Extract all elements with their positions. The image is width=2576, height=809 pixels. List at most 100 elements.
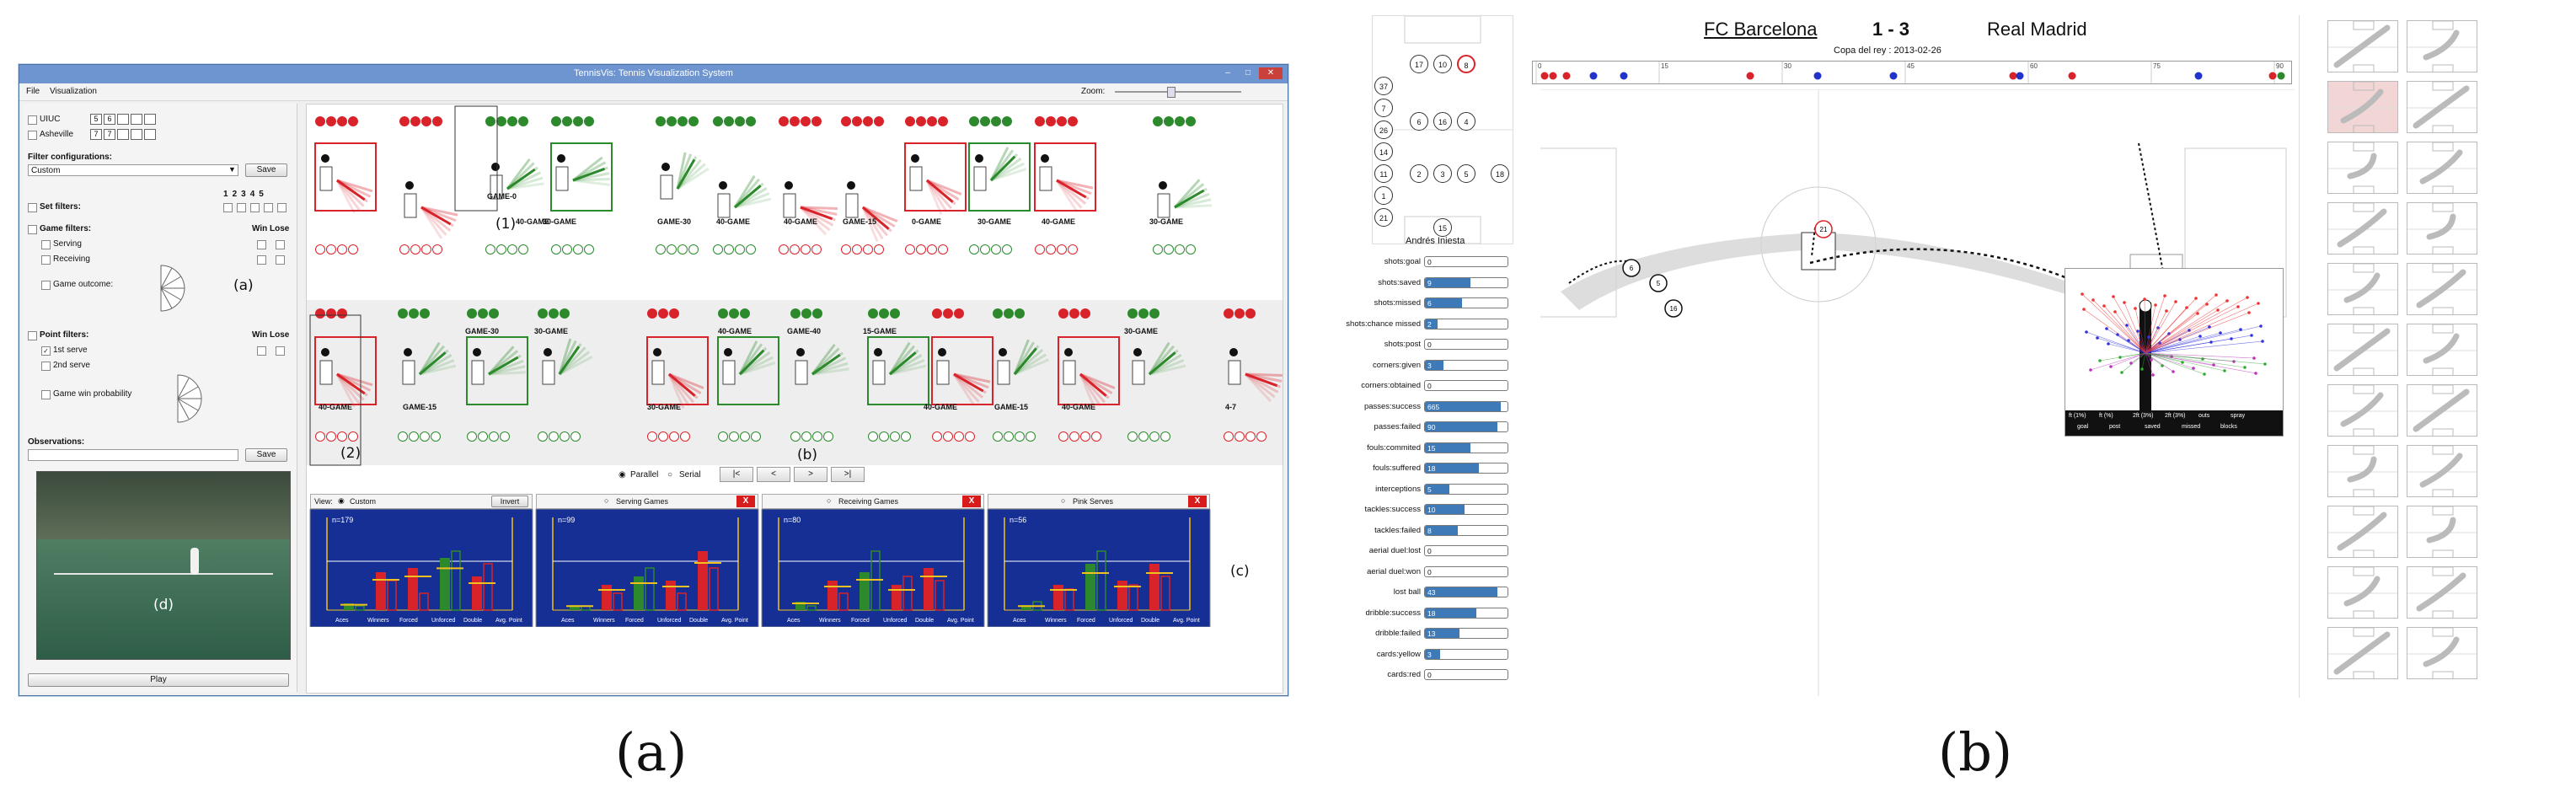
set5-checkbox[interactable]	[277, 203, 287, 212]
formation-player[interactable]: 10	[1433, 55, 1452, 73]
stat-bar[interactable]: 665	[1424, 400, 1508, 412]
play-thumbnail[interactable]	[2327, 324, 2398, 376]
formation-player[interactable]: 6	[1410, 112, 1428, 131]
play-thumbnail[interactable]	[2407, 20, 2477, 72]
first-serve-checkbox[interactable]: ✓	[41, 346, 51, 356]
formation-bench[interactable]: 11	[1374, 164, 1393, 183]
play-thumbnail[interactable]	[2407, 324, 2477, 376]
formation-player-selected[interactable]: 8	[1457, 55, 1475, 73]
play-thumbnail[interactable]	[2407, 384, 2477, 437]
save-config-button[interactable]: Save	[245, 163, 287, 177]
stat-bar[interactable]: 0	[1424, 669, 1508, 680]
maximize-icon[interactable]: □	[1245, 68, 1251, 78]
nav-first-button[interactable]: |<	[720, 467, 753, 482]
stat-bar[interactable]: 18	[1424, 607, 1508, 619]
set4-checkbox[interactable]	[264, 203, 273, 212]
stat-bar[interactable]: 0	[1424, 339, 1508, 350]
play-thumbnail[interactable]	[2327, 445, 2398, 497]
games-canvas[interactable]	[307, 104, 1283, 492]
stat-bar[interactable]: 15	[1424, 442, 1508, 453]
serving-win-checkbox[interactable]	[257, 240, 266, 249]
play-thumbnail[interactable]	[2407, 142, 2477, 194]
formation-player[interactable]: 3	[1433, 164, 1452, 183]
close-receiving-view-button[interactable]: X	[962, 496, 981, 507]
receiving-checkbox[interactable]	[41, 255, 51, 265]
parallel-radio[interactable]: ◉	[619, 470, 626, 480]
stat-bar[interactable]: 13	[1424, 628, 1508, 639]
formation-bench[interactable]: 14	[1374, 142, 1393, 161]
formation-player[interactable]: 17	[1410, 55, 1428, 73]
set-filters-checkbox[interactable]	[28, 203, 37, 212]
menu-file[interactable]: File	[26, 87, 40, 96]
formation-player[interactable]: 4	[1457, 112, 1475, 131]
formation-bench[interactable]: 21	[1374, 208, 1393, 227]
play-thumbnail[interactable]	[2407, 81, 2477, 133]
formation-bench[interactable]: 7	[1374, 99, 1393, 117]
play-thumbnail[interactable]	[2407, 566, 2477, 619]
receiving-win-checkbox[interactable]	[257, 255, 266, 265]
stat-bar[interactable]: 0	[1424, 256, 1508, 267]
formation-player[interactable]: 16	[1433, 112, 1452, 131]
play-button[interactable]: Play	[28, 673, 289, 687]
first-serve-lose-checkbox[interactable]	[276, 346, 285, 356]
close-icon[interactable]: ✕	[1259, 67, 1283, 79]
play-thumbnail[interactable]	[2327, 202, 2398, 254]
stat-bar[interactable]: 18	[1424, 463, 1508, 474]
stat-bar[interactable]: 43	[1424, 587, 1508, 597]
match-timeline[interactable]: 0 15 30 45 60 75 90	[1532, 61, 2292, 84]
stat-bar[interactable]: 2	[1424, 318, 1508, 329]
menu-visualization[interactable]: Visualization	[50, 87, 97, 96]
formation-player[interactable]: 2	[1410, 164, 1428, 183]
play-thumbnail[interactable]	[2327, 81, 2398, 133]
formation-player[interactable]: 18	[1491, 164, 1509, 183]
stat-bar[interactable]: 3	[1424, 359, 1508, 371]
stat-bar[interactable]: 90	[1424, 421, 1508, 432]
play-thumbnail[interactable]	[2327, 566, 2398, 619]
set1-checkbox[interactable]	[223, 203, 233, 212]
play-thumbnail[interactable]	[2407, 627, 2477, 679]
game-filters-checkbox[interactable]	[28, 225, 37, 234]
game-outcome-fan[interactable]	[158, 264, 208, 313]
player1-checkbox[interactable]	[28, 115, 37, 125]
stat-bar[interactable]: 5	[1424, 483, 1508, 495]
close-serving-view-button[interactable]: X	[736, 496, 755, 507]
serving-lose-checkbox[interactable]	[276, 240, 285, 249]
stat-bar[interactable]: 10	[1424, 504, 1508, 515]
chevron-down-icon[interactable]: ▼	[228, 165, 236, 174]
match-video[interactable]: (d)	[36, 471, 291, 660]
play-thumbnail[interactable]	[2327, 384, 2398, 437]
stat-bar[interactable]: 9	[1424, 276, 1508, 288]
formation-bench[interactable]: 26	[1374, 121, 1393, 139]
stat-bar[interactable]: 0	[1424, 565, 1508, 577]
receiving-radio[interactable]: ○	[827, 496, 832, 505]
invert-button[interactable]: Invert	[491, 496, 528, 507]
play-thumbnail[interactable]	[2327, 142, 2398, 194]
point-filters-checkbox[interactable]	[28, 331, 37, 340]
stat-bar[interactable]: 3	[1424, 648, 1508, 660]
minimize-icon[interactable]: –	[1225, 68, 1230, 78]
stat-bar[interactable]: 6	[1424, 297, 1508, 308]
nav-next-button[interactable]: >	[794, 467, 827, 482]
play-thumbnail[interactable]	[2407, 506, 2477, 558]
shot-map[interactable]: ft (1%) ft (%) 2ft (3%) 2ft (3%) outs sp…	[2065, 268, 2284, 437]
save-observation-button[interactable]: Save	[245, 448, 287, 462]
zoom-slider-handle[interactable]	[1167, 87, 1176, 98]
formation-goalkeeper[interactable]: 15	[1433, 218, 1452, 237]
game-win-prob-checkbox[interactable]	[41, 390, 51, 399]
serial-radio[interactable]: ○	[667, 470, 673, 480]
play-thumbnail[interactable]	[2327, 506, 2398, 558]
win-prob-fan[interactable]	[174, 373, 225, 424]
play-thumbnail[interactable]	[2407, 263, 2477, 315]
nav-prev-button[interactable]: <	[757, 467, 790, 482]
stat-bar[interactable]: 0	[1424, 380, 1508, 391]
serving-checkbox[interactable]	[41, 240, 51, 249]
close-pink-view-button[interactable]: X	[1188, 496, 1207, 507]
formation-player[interactable]: 5	[1457, 164, 1475, 183]
serving-radio[interactable]: ○	[604, 496, 609, 505]
play-thumbnail[interactable]	[2327, 20, 2398, 72]
game-outcome-checkbox[interactable]	[41, 281, 51, 290]
custom-radio[interactable]: ◉	[338, 496, 345, 505]
observations-input[interactable]	[28, 449, 238, 461]
zoom-slider[interactable]	[1115, 91, 1241, 93]
formation-bench[interactable]: 37	[1374, 77, 1393, 95]
